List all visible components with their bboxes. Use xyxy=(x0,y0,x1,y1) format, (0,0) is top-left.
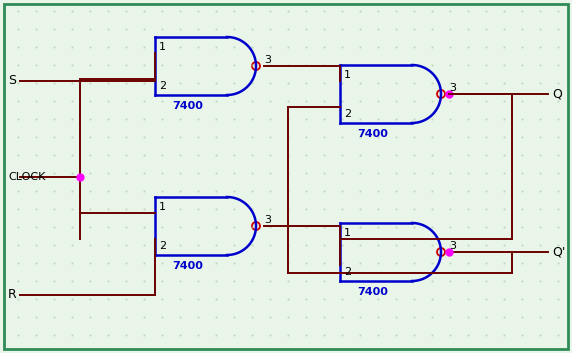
Text: 2: 2 xyxy=(159,81,166,91)
Text: 1: 1 xyxy=(159,202,166,212)
Text: Q: Q xyxy=(552,88,562,101)
Text: 3: 3 xyxy=(449,83,456,93)
Text: 7400: 7400 xyxy=(357,129,388,139)
Text: R: R xyxy=(8,288,17,301)
Text: 2: 2 xyxy=(344,267,351,277)
Text: 7400: 7400 xyxy=(172,101,203,111)
Text: 1: 1 xyxy=(159,42,166,52)
Text: CLOCK: CLOCK xyxy=(8,172,45,182)
Text: 7400: 7400 xyxy=(172,261,203,271)
Text: 1: 1 xyxy=(344,70,351,80)
Text: 1: 1 xyxy=(344,228,351,238)
Text: 3: 3 xyxy=(264,55,271,65)
Text: S: S xyxy=(8,74,16,88)
Text: 2: 2 xyxy=(344,109,351,119)
Text: 3: 3 xyxy=(264,215,271,225)
Text: 7400: 7400 xyxy=(357,287,388,297)
Text: 2: 2 xyxy=(159,241,166,251)
Text: Q': Q' xyxy=(552,245,565,258)
Text: 3: 3 xyxy=(449,241,456,251)
